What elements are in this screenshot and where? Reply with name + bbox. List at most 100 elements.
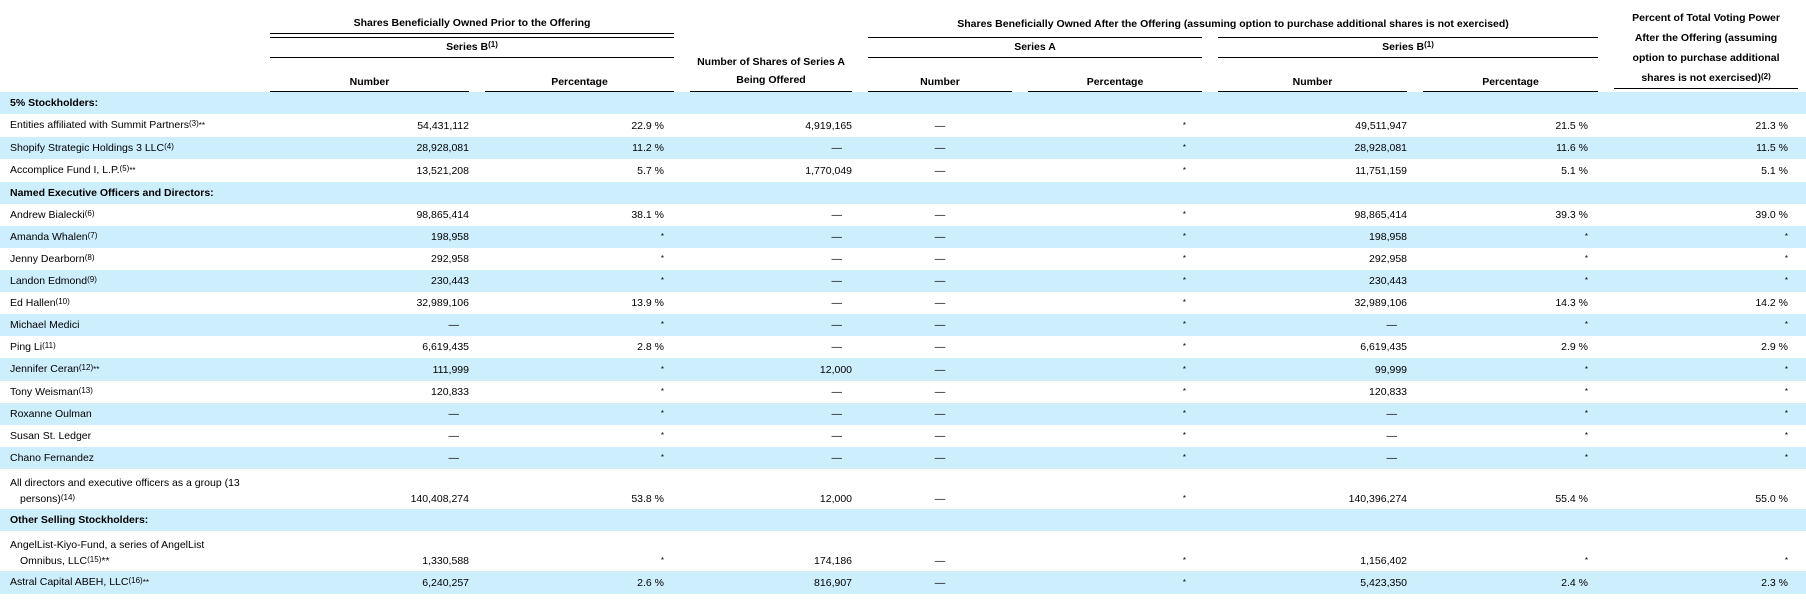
table-row: Jenny Dearborn(8) 292,958 * — — * 292,958 * * bbox=[0, 248, 1806, 270]
voting-power-cell: * bbox=[1784, 556, 1789, 565]
series-b-percentage-cell: 11.2 % bbox=[477, 137, 683, 159]
series-a-number-cell: — bbox=[934, 209, 946, 221]
series-a-after-header: Series A bbox=[868, 37, 1203, 58]
shares-offered-cell: — bbox=[682, 447, 861, 469]
voting-power-cell: 39.0 % bbox=[1755, 209, 1789, 221]
table-row: Susan St. Ledger — * — — * — * * bbox=[0, 425, 1806, 447]
series-b-after-number-cell: 99,999 bbox=[1210, 358, 1416, 381]
footnote-ref: (7) bbox=[87, 231, 98, 240]
shares-offered-cell: — bbox=[831, 297, 843, 309]
table-row: Amanda Whalen(7) 198,958 * — — * 198,958 * * bbox=[0, 226, 1806, 248]
series-b-after-number-cell: 292,958 bbox=[1369, 253, 1408, 265]
series-b-number-cell: 1,330,588 bbox=[422, 555, 469, 567]
series-b-after-percentage-cell: 39.3 % bbox=[1555, 209, 1589, 221]
series-b-after-number-cell: 11,751,159 bbox=[1355, 165, 1408, 177]
series-a-number-cell: — bbox=[934, 165, 946, 177]
series-b-after-percentage-cell: * bbox=[1415, 270, 1607, 292]
series-b-percentage-cell: * bbox=[477, 314, 683, 336]
holder-name-cell: Jenny Dearborn(8) bbox=[0, 248, 262, 270]
series-b-after-number-cell: — bbox=[1210, 314, 1416, 336]
shares-offered-cell: — bbox=[682, 270, 861, 292]
table-row: Accomplice Fund I, L.P.(5)** 13,521,208 5.… bbox=[0, 159, 1806, 182]
percentage-header: Percentage bbox=[1028, 76, 1203, 92]
holder-name-line2-wrap: persons)(14) bbox=[10, 491, 262, 507]
holder-name: Amanda Whalen bbox=[10, 231, 88, 243]
series-a-percentage-cell: * bbox=[1020, 358, 1211, 381]
series-b-after-number-cell: 32,989,106 bbox=[1354, 297, 1408, 309]
section-header-row: Named Executive Officers and Directors: bbox=[0, 182, 1806, 204]
holder-name: Michael Medici bbox=[10, 319, 80, 331]
series-b-percentage-cell: 13.9 % bbox=[631, 297, 665, 309]
voting-power-cell: * bbox=[1784, 387, 1789, 396]
holder-name: Landon Edmond bbox=[10, 275, 88, 287]
series-a-percentage-cell: * bbox=[1182, 298, 1187, 307]
voting-power-cell: * bbox=[1606, 270, 1806, 292]
series-b-percentage-cell: 2.6 % bbox=[477, 571, 683, 594]
footnote-ref: (15) bbox=[87, 555, 102, 564]
series-b-number-cell: — bbox=[262, 447, 477, 469]
table-row: Landon Edmond(9) 230,443 * — — * 230,443 * * bbox=[0, 270, 1806, 292]
series-b-after-number-cell: 198,958 bbox=[1210, 226, 1416, 248]
series-a-percentage-cell: * bbox=[1020, 270, 1211, 292]
footnote-ref: (4) bbox=[164, 142, 174, 151]
series-a-number-cell: — bbox=[860, 137, 1021, 159]
series-a-percentage-cell: * bbox=[1182, 387, 1187, 396]
voting-power-cell: 11.5 % bbox=[1606, 137, 1806, 159]
voting-power-cell: 55.0 % bbox=[1755, 493, 1789, 505]
holder-name-line2: persons) bbox=[20, 493, 61, 505]
shares-offered-cell: 1,770,049 bbox=[805, 165, 853, 177]
percentage-header: Percentage bbox=[485, 76, 675, 92]
table-row: Entities affiliated with Summit Partners… bbox=[0, 114, 1806, 137]
holder-name-cell: Andrew Bialecki(6) bbox=[0, 204, 262, 226]
voting-power-cell: 21.3 % bbox=[1755, 120, 1789, 132]
series-b-after-percentage-cell: * bbox=[1584, 254, 1589, 263]
series-b-percentage-cell: * bbox=[477, 270, 683, 292]
holder-name: Chano Fernandez bbox=[10, 452, 95, 464]
series-b-percentage-cell: 22.9 % bbox=[631, 120, 665, 132]
series-b-number-cell: 292,958 bbox=[431, 253, 469, 265]
footnote-ref: (8) bbox=[84, 253, 95, 262]
table-row: Ed Hallen(10) 32,989,106 13.9 % — — * 32,989,1… bbox=[0, 292, 1806, 314]
series-b-after-number-cell: 230,443 bbox=[1210, 270, 1416, 292]
footnote-ref: (6) bbox=[84, 209, 95, 218]
series-b-after-number-cell: — bbox=[1210, 403, 1416, 425]
series-b-number-cell: 6,240,257 bbox=[262, 571, 477, 594]
series-a-percentage-cell: * bbox=[1020, 447, 1211, 469]
voting-power-cell: * bbox=[1606, 314, 1806, 336]
series-a-number-cell: — bbox=[860, 447, 1021, 469]
series-b-after-number-cell: 28,928,081 bbox=[1210, 137, 1416, 159]
shares-offered-cell: — bbox=[682, 403, 861, 425]
table-row: Astral Capital ABEH, LLC(16)** 6,240,257 2… bbox=[0, 571, 1806, 594]
series-b-number-cell: 6,619,435 bbox=[422, 341, 469, 353]
shares-offered-cell: 12,000 bbox=[819, 493, 853, 505]
shares-offered-cell: — bbox=[682, 226, 861, 248]
footnote-ref: (14) bbox=[60, 493, 76, 502]
series-b-after-percentage-cell: * bbox=[1584, 387, 1589, 396]
series-b-number-cell: 13,521,208 bbox=[416, 165, 469, 177]
table-row: Andrew Bialecki(6) 98,865,414 38.1 % — — * 98,… bbox=[0, 204, 1806, 226]
series-a-percentage-cell: * bbox=[1020, 403, 1211, 425]
shares-offered-header: Number of Shares of Series A Being Offere… bbox=[690, 53, 853, 92]
footnote-ref: (16) bbox=[128, 576, 143, 585]
section-header-row: Other Selling Stockholders: bbox=[0, 509, 1806, 531]
shares-offered-cell: — bbox=[831, 209, 843, 221]
series-a-percentage-cell: * bbox=[1182, 342, 1187, 351]
series-b-after-number-cell: 120,833 bbox=[1369, 386, 1408, 398]
series-b-after-number-cell: 1,156,402 bbox=[1360, 555, 1408, 567]
voting-power-cell: 2.3 % bbox=[1606, 571, 1806, 594]
series-a-number-cell: — bbox=[860, 314, 1021, 336]
series-b-after-number-cell: 5,423,350 bbox=[1210, 571, 1416, 594]
percentage-header: Percentage bbox=[1423, 76, 1599, 92]
series-b-after-percentage-cell: 11.6 % bbox=[1415, 137, 1607, 159]
series-b-after-number-cell: 98,865,414 bbox=[1354, 209, 1408, 221]
series-b-percentage-cell: 38.1 % bbox=[631, 209, 665, 221]
footnote-marker: ** bbox=[142, 578, 149, 587]
holder-name-cell: All directors and executive officers as … bbox=[0, 469, 262, 509]
series-b-number-cell: 28,928,081 bbox=[262, 137, 477, 159]
series-b-after-number-cell: 6,619,435 bbox=[1360, 341, 1408, 353]
footnote-marker: ** bbox=[129, 166, 136, 175]
footnote-ref: (13) bbox=[78, 386, 93, 395]
voting-power-header: Percent of Total Voting Power After the … bbox=[1614, 8, 1799, 89]
series-a-percentage-cell: * bbox=[1020, 137, 1211, 159]
series-a-number-cell: — bbox=[860, 226, 1021, 248]
